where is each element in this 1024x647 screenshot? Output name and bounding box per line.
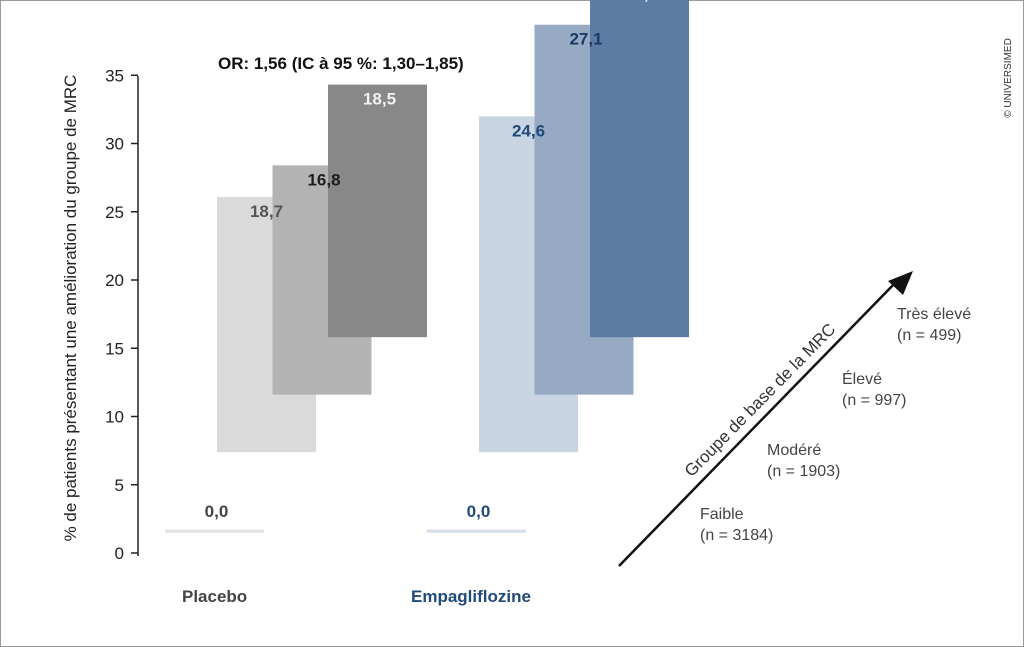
group-label-empagliflozine: Empagliflozine [411, 587, 531, 606]
category-label-eleve: Élevé (n = 997) [842, 369, 906, 409]
bar-placebo-3 [328, 84, 427, 338]
odds-ratio-annotation: OR: 1,56 (IC à 95 %: 1,30–1,85) [218, 54, 464, 73]
arrow-head-icon [888, 271, 913, 295]
category-label-modere: Modéré (n = 1903) [767, 442, 840, 480]
category-n: (n = 3184) [700, 527, 773, 544]
category-name: Modéré [767, 442, 821, 459]
value-label-placebo-1: 18,7 [250, 202, 283, 221]
value-label-placebo-3: 18,5 [363, 90, 396, 109]
y-tick-label: 20 [105, 271, 124, 290]
category-label-tres-eleve: Très élevé (n = 499) [897, 306, 971, 344]
category-n: (n = 1903) [767, 463, 840, 480]
y-tick-label: 15 [105, 339, 124, 358]
value-label-empagliflozine-0: 0,0 [467, 502, 491, 521]
y-tick-label: 10 [105, 408, 124, 427]
value-label-empagliflozine-3: 26,2 [625, 0, 658, 4]
depth-axis-arrow-line [618, 279, 899, 567]
y-axis-label: % de patients présentant une amélioratio… [61, 75, 80, 542]
value-label-empagliflozine-2: 27,1 [569, 30, 602, 49]
y-tick-label: 5 [115, 476, 124, 495]
value-label-placebo-0: 0,0 [205, 502, 229, 521]
category-name: Faible [700, 506, 744, 523]
y-tick-label: 25 [105, 203, 124, 222]
bar-placebo-0 [165, 529, 264, 533]
category-n: (n = 499) [897, 327, 961, 344]
value-label-empagliflozine-1: 24,6 [512, 121, 545, 140]
category-label-faible: Faible (n = 3184) [700, 506, 773, 544]
category-name: Élevé [842, 369, 882, 388]
y-axis-ticks: 0 5 10 15 20 25 30 35 [105, 66, 138, 563]
y-tick-label: 0 [115, 544, 124, 563]
y-tick-label: 30 [105, 135, 124, 154]
bar-empagliflozine-0 [427, 529, 526, 533]
bar-empagliflozine-3 [590, 0, 689, 338]
group-label-placebo: Placebo [182, 587, 247, 606]
category-name: Très élevé [897, 306, 971, 323]
category-n: (n = 997) [842, 392, 906, 409]
y-tick-label: 35 [105, 66, 124, 85]
copyright-credit: © UNIVERSIMED [1003, 38, 1014, 118]
value-labels-layer: 0,0 18,7 16,8 18,5 0,0 24,6 27,1 26,2 [205, 0, 658, 521]
value-label-placebo-2: 16,8 [307, 170, 340, 189]
bars-layer [165, 0, 689, 533]
